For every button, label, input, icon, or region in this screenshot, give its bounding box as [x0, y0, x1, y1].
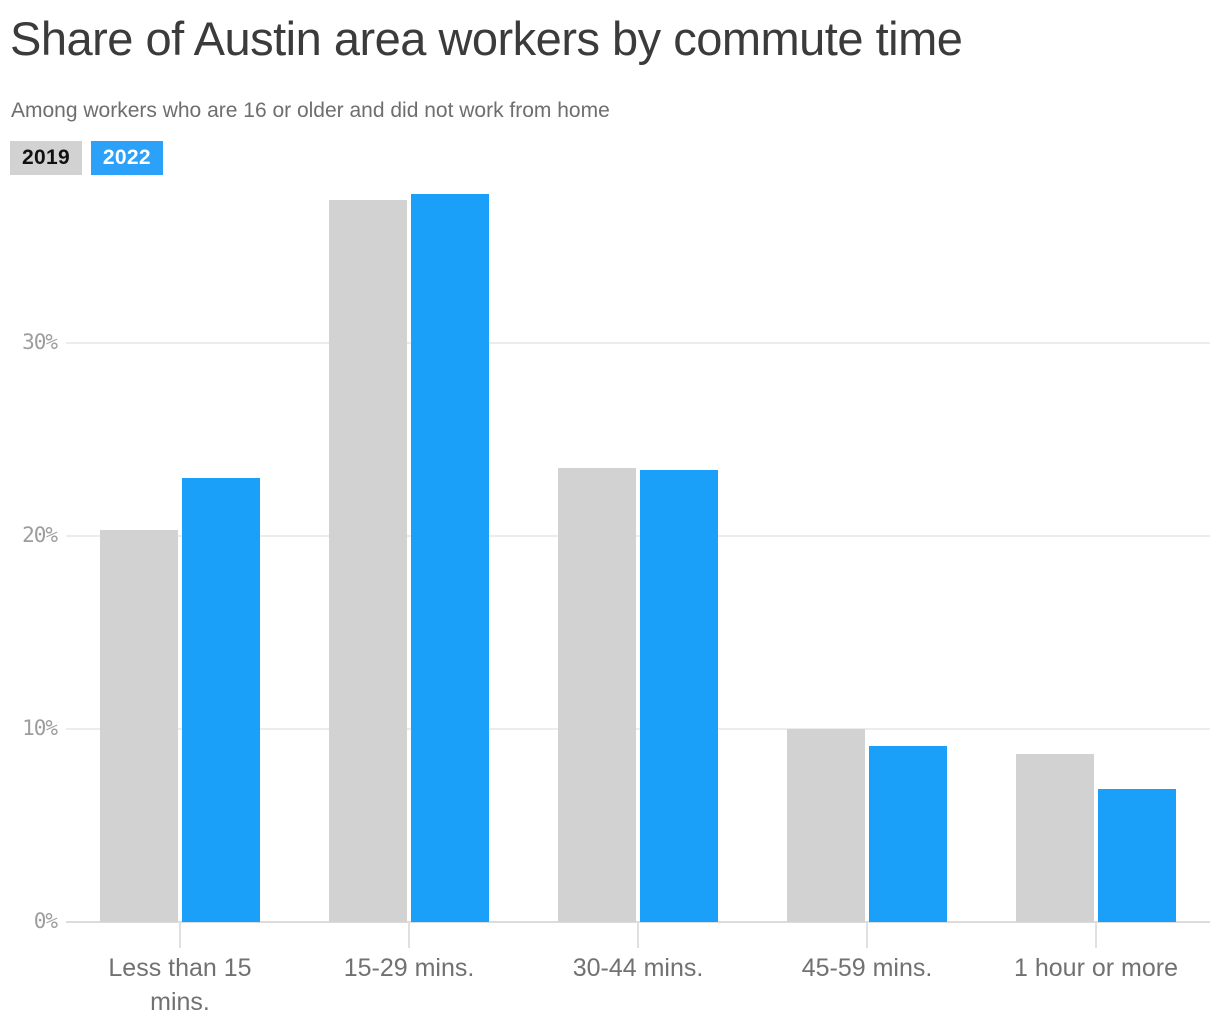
chart-subtitle: Among workers who are 16 or older and di… [11, 99, 610, 122]
bar-2019-cat1 [100, 530, 178, 922]
y-tick-label: 30% [22, 330, 58, 354]
bar-2022-cat5 [1098, 788, 1176, 922]
legend-item-2022: 2022 [90, 141, 163, 175]
gridline-30 [66, 342, 1210, 344]
x-axis-tick [866, 922, 868, 948]
x-axis-tick [1095, 922, 1097, 948]
bar-2019-cat4 [787, 729, 865, 922]
gridline-10 [66, 728, 1210, 730]
x-tick-label: Less than 15 mins. [108, 954, 252, 1016]
x-tick-label: 45-59 mins. [801, 954, 933, 982]
x-axis-tick [408, 922, 410, 948]
gridline-20 [66, 535, 1210, 537]
y-tick-label: 20% [22, 523, 58, 547]
legend-item-2019: 2019 [10, 141, 82, 175]
bar-2022-cat1 [182, 478, 260, 922]
bar-2022-cat4 [869, 746, 947, 922]
x-tick-label: 30-44 mins. [572, 954, 704, 982]
bar-2019-cat2 [329, 200, 407, 922]
y-tick-label: 0% [33, 909, 58, 933]
bar-chart: 0% 10% 20% 30% Less than 15 mins. 15-29 mins.… [0, 180, 1220, 1020]
legend: 2019 2022 [10, 141, 163, 175]
x-tick-label: 1 hour or more [1014, 954, 1178, 982]
bar-2022-cat3 [640, 470, 718, 922]
chart-title: Share of Austin area workers by commute … [10, 12, 963, 65]
y-tick-label: 10% [22, 716, 58, 740]
x-tick-label: 15-29 mins. [343, 954, 475, 982]
x-axis-tick [179, 922, 181, 948]
bar-2022-cat2 [411, 194, 489, 922]
x-axis-tick [637, 922, 639, 948]
bar-2019-cat3 [558, 468, 636, 922]
bar-2019-cat5 [1016, 754, 1094, 922]
